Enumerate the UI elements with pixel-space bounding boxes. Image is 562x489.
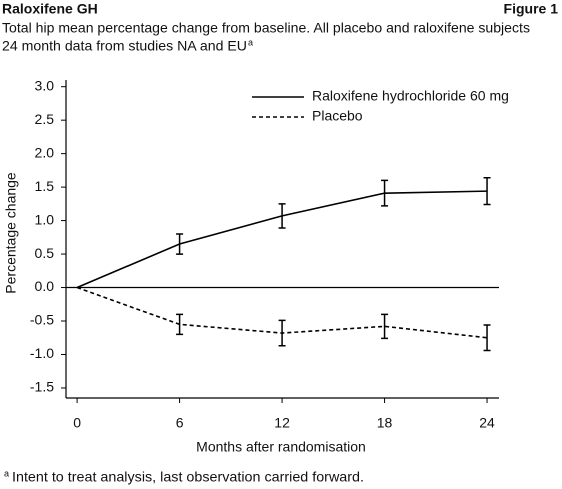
superscript: a bbox=[248, 37, 253, 47]
y-tick-label: 2.0 bbox=[35, 144, 55, 160]
y-tick-label: 1.5 bbox=[35, 178, 55, 194]
error-bar bbox=[381, 179, 389, 207]
y-tick-label: 3.0 bbox=[35, 77, 55, 93]
y-tick-label: 0.5 bbox=[35, 245, 55, 261]
error-bar bbox=[483, 324, 491, 352]
x-tick-label: 6 bbox=[176, 415, 184, 431]
y-tick-label: -1.5 bbox=[30, 379, 54, 395]
subtitle: 24 month data from studies NA and EU bbox=[2, 38, 247, 54]
error-bar bbox=[278, 319, 286, 347]
y-axis-label: Percentage change bbox=[3, 172, 19, 294]
y-tick-label: 0.0 bbox=[35, 278, 55, 294]
y-tick-label: -1.0 bbox=[30, 345, 54, 361]
x-tick-label: 24 bbox=[479, 415, 495, 431]
error-bar bbox=[176, 233, 184, 255]
footnote-marker: a bbox=[4, 468, 9, 478]
x-axis-label: Months after randomisation bbox=[196, 439, 366, 455]
legend-label: Raloxifene hydrochloride 60 mg bbox=[312, 88, 509, 104]
y-tick-label: 1.0 bbox=[35, 211, 55, 227]
legend-label: Placebo bbox=[312, 108, 363, 124]
x-tick-label: 0 bbox=[73, 415, 81, 431]
footnote: Intent to treat analysis, last observati… bbox=[12, 469, 364, 485]
subtitle: Total hip mean percentage change from ba… bbox=[2, 20, 530, 36]
error-bar bbox=[176, 313, 184, 336]
y-tick-label: 2.5 bbox=[35, 111, 55, 127]
error-bar bbox=[483, 176, 491, 206]
error-bar bbox=[381, 313, 389, 340]
x-tick-label: 12 bbox=[274, 415, 290, 431]
error-bar bbox=[278, 203, 286, 229]
x-tick-label: 18 bbox=[377, 415, 393, 431]
y-tick-label: -0.5 bbox=[30, 312, 54, 328]
figure-label: Figure 1 bbox=[504, 1, 559, 17]
chart-title: Raloxifene GH bbox=[2, 1, 98, 17]
